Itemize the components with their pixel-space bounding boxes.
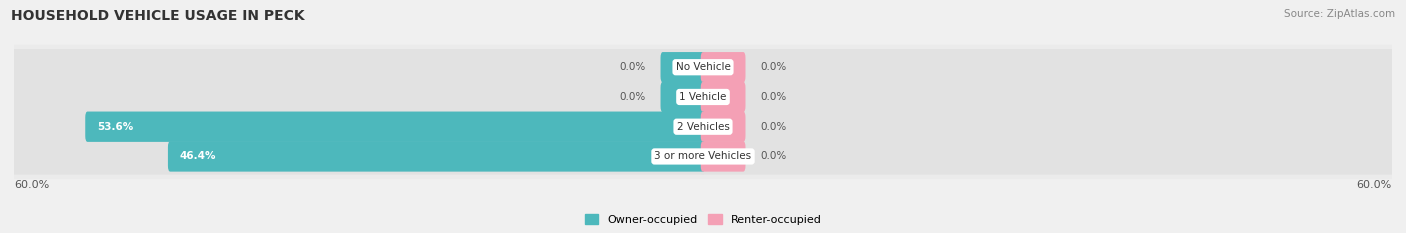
FancyBboxPatch shape [11,109,706,145]
FancyBboxPatch shape [11,79,706,115]
Text: 3 or more Vehicles: 3 or more Vehicles [654,151,752,161]
Text: 0.0%: 0.0% [619,92,645,102]
Legend: Owner-occupied, Renter-occupied: Owner-occupied, Renter-occupied [581,210,825,229]
Text: 0.0%: 0.0% [619,62,645,72]
FancyBboxPatch shape [700,112,745,142]
FancyBboxPatch shape [700,79,1395,115]
FancyBboxPatch shape [661,82,706,112]
FancyBboxPatch shape [700,52,745,82]
Text: No Vehicle: No Vehicle [675,62,731,72]
Text: 60.0%: 60.0% [1357,180,1392,190]
FancyBboxPatch shape [4,134,1402,179]
Text: 53.6%: 53.6% [97,122,134,132]
FancyBboxPatch shape [700,138,1395,175]
FancyBboxPatch shape [11,138,706,175]
Text: 0.0%: 0.0% [761,62,787,72]
Text: Source: ZipAtlas.com: Source: ZipAtlas.com [1284,9,1395,19]
Text: 46.4%: 46.4% [180,151,217,161]
FancyBboxPatch shape [700,82,745,112]
FancyBboxPatch shape [4,104,1402,149]
Text: 60.0%: 60.0% [14,180,49,190]
Text: HOUSEHOLD VEHICLE USAGE IN PECK: HOUSEHOLD VEHICLE USAGE IN PECK [11,9,305,23]
FancyBboxPatch shape [700,49,1395,85]
FancyBboxPatch shape [4,45,1402,90]
Text: 0.0%: 0.0% [761,151,787,161]
FancyBboxPatch shape [661,52,706,82]
FancyBboxPatch shape [86,112,706,142]
FancyBboxPatch shape [167,141,706,172]
FancyBboxPatch shape [4,74,1402,120]
FancyBboxPatch shape [700,141,745,172]
Text: 2 Vehicles: 2 Vehicles [676,122,730,132]
Text: 1 Vehicle: 1 Vehicle [679,92,727,102]
Text: 0.0%: 0.0% [761,92,787,102]
FancyBboxPatch shape [11,49,706,85]
Text: 0.0%: 0.0% [761,122,787,132]
FancyBboxPatch shape [700,109,1395,145]
